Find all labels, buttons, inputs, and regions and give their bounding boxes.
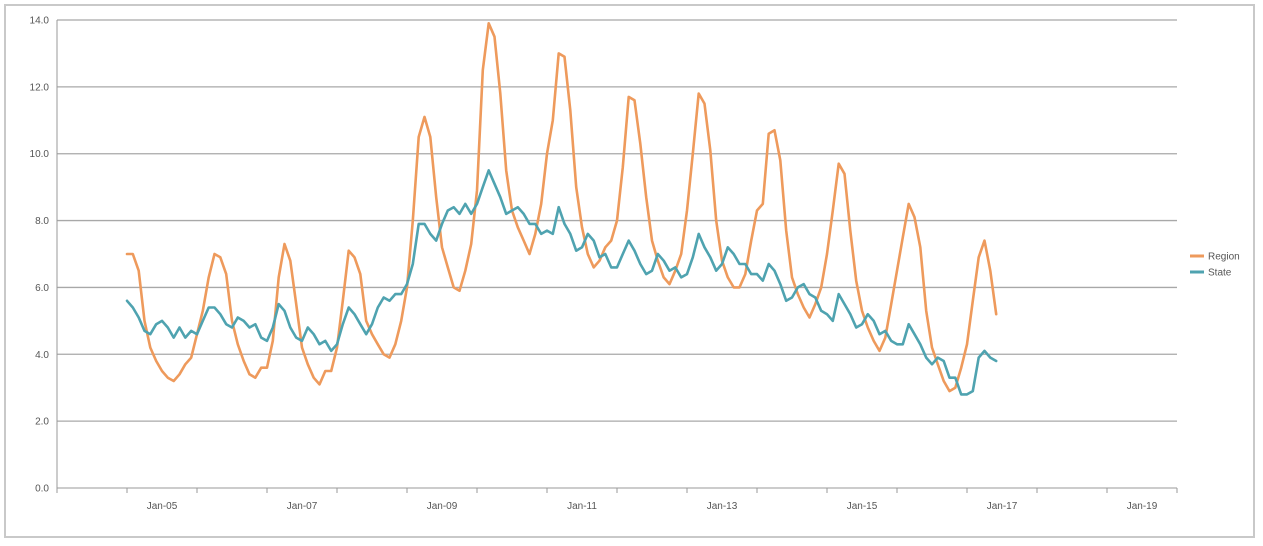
x-tick-label: Jan-11 xyxy=(567,501,597,512)
y-tick-label: 2.0 xyxy=(35,417,49,428)
axes xyxy=(56,20,1178,493)
gridlines xyxy=(57,19,1177,489)
x-tick-label: Jan-13 xyxy=(707,501,738,512)
series-line-state xyxy=(125,169,998,396)
y-tick-label: 8.0 xyxy=(35,216,49,227)
x-tick-label: Jan-15 xyxy=(847,501,878,512)
y-tick-label: 10.0 xyxy=(30,149,50,160)
series-line-region xyxy=(125,22,998,393)
y-tick-label: 0.0 xyxy=(35,484,49,495)
y-tick-label: 14.0 xyxy=(30,16,50,27)
chart-frame xyxy=(4,4,1255,538)
y-tick-label: 6.0 xyxy=(35,283,49,294)
y-tick-label: 4.0 xyxy=(35,350,49,361)
legend: Region State xyxy=(1190,252,1240,279)
x-tick-label: Jan-09 xyxy=(427,501,458,512)
x-tick-label: Jan-17 xyxy=(987,501,1018,512)
series-lines xyxy=(125,22,998,396)
y-tick-label: 12.0 xyxy=(30,82,50,93)
y-axis-ticks: 0.0 2.0 4.0 6.0 8.0 10.0 12.0 14.0 xyxy=(30,16,50,495)
legend-label: State xyxy=(1208,268,1232,279)
x-tick-label: Jan-19 xyxy=(1127,501,1158,512)
legend-label: Region xyxy=(1208,252,1240,263)
x-axis-ticks: Jan-05 Jan-07 Jan-09 Jan-11 Jan-13 Jan-15 Jan-… xyxy=(147,501,1158,512)
x-tick-label: Jan-05 xyxy=(147,501,178,512)
x-tick-label: Jan-07 xyxy=(287,501,318,512)
